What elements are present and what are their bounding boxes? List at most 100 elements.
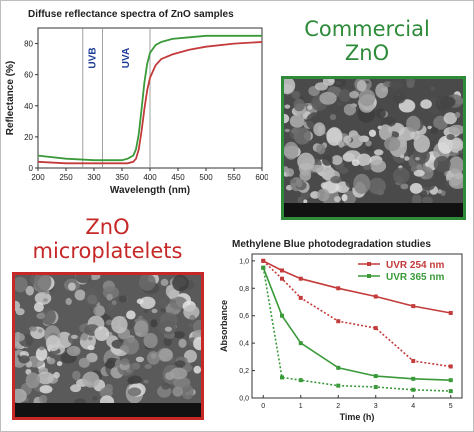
sem-grain	[134, 320, 149, 337]
sem-grain	[381, 117, 396, 127]
degradation-series-1-point	[373, 294, 378, 299]
sem-grain	[358, 89, 376, 107]
sem-grain	[158, 348, 173, 362]
sem-grain	[398, 99, 416, 113]
sem-grain	[25, 285, 34, 296]
sem-grain	[338, 89, 351, 102]
sem-grain	[86, 352, 98, 363]
y-tick-label: 1,0	[239, 258, 249, 265]
degradation-series-2-point	[336, 319, 341, 324]
y-tick-label: 0,4	[239, 341, 249, 348]
sem-grain	[284, 79, 296, 95]
x-axis-label: Wavelength (nm)	[110, 185, 190, 196]
sem-grain	[173, 331, 185, 339]
microplatelets-label: ZnO microplatelets	[10, 215, 205, 263]
sem-grain	[341, 194, 348, 202]
x-axis-label: Time (h)	[340, 412, 375, 422]
sem-grain	[18, 355, 30, 364]
degradation-series-4-point	[448, 389, 453, 394]
micro-sem-info-bar	[15, 403, 201, 417]
y-tick-label: 0	[29, 164, 34, 173]
sem-grain	[343, 103, 356, 116]
x-tick-label: 600	[255, 173, 268, 182]
commercial-label-line1: Commercial	[304, 17, 430, 41]
sem-grain	[143, 309, 149, 314]
sem-grain	[147, 351, 160, 365]
x-tick-label: 3	[374, 403, 378, 410]
sem-grain	[338, 166, 349, 174]
degradation-series-3-point	[448, 378, 453, 383]
sem-grain	[37, 328, 43, 333]
sem-grain	[164, 326, 172, 332]
sem-grain	[415, 157, 420, 161]
sem-grain	[42, 298, 48, 302]
y-axis-label: Absorbance	[219, 300, 229, 352]
sem-grain	[34, 291, 52, 305]
sem-grain	[165, 371, 175, 381]
sem-grain	[71, 334, 78, 339]
commercial-zno-label: Commercial ZnO	[292, 17, 442, 65]
sem-grain	[384, 136, 401, 152]
sem-grain	[313, 122, 326, 137]
x-tick-label: 200	[31, 173, 45, 182]
sem-grain	[404, 156, 410, 161]
sem-grain	[331, 155, 343, 166]
sem-grain	[143, 379, 149, 384]
degradation-series-2-point	[261, 258, 266, 263]
y-tick-label: 40	[24, 102, 33, 111]
sem-grain	[111, 316, 128, 334]
sem-grain	[330, 176, 342, 184]
sem-grain	[284, 128, 290, 133]
sem-grain	[36, 371, 54, 385]
sem-grain	[172, 386, 183, 397]
sem-grain	[160, 278, 169, 286]
sem-grain	[319, 91, 337, 105]
sem-grain	[448, 137, 463, 153]
sem-grain	[343, 135, 352, 144]
sem-grain	[448, 156, 463, 175]
sem-grain	[420, 99, 432, 109]
sem-grain	[120, 358, 130, 366]
sem-grain	[175, 360, 186, 368]
x-tick-label: 400	[143, 173, 157, 182]
commercial-label-line2: ZnO	[344, 40, 390, 65]
sem-grain	[289, 114, 305, 128]
degradation-series-4-point	[373, 385, 378, 390]
sem-grain	[66, 345, 81, 357]
sem-grain	[119, 345, 127, 351]
sem-grain	[322, 79, 335, 86]
degradation-series-1-point	[280, 268, 284, 273]
sem-grain	[106, 293, 113, 301]
sem-grain	[39, 312, 45, 319]
reflectance-series-1-line	[37, 34, 262, 162]
sem-grain	[392, 167, 410, 184]
y-axis-label: Reflectance (%)	[5, 61, 16, 135]
micro-label-line2: microplatelets	[32, 238, 183, 263]
sem-grain	[422, 196, 433, 203]
sem-grain	[138, 275, 156, 291]
sem-grain	[193, 365, 201, 374]
sem-grain	[374, 149, 384, 156]
sem-grain	[290, 178, 297, 184]
x-tick-label: 250	[59, 173, 73, 182]
micro-label-line1: ZnO	[85, 215, 130, 239]
sem-grain	[413, 134, 430, 153]
sem-grain	[365, 140, 372, 147]
sem-grain	[122, 337, 140, 355]
reflectance-chart-title: Diffuse reflectance spectra of ZnO sampl…	[28, 9, 234, 20]
sem-grain	[45, 335, 61, 352]
sem-grain	[392, 92, 406, 104]
sem-grain	[345, 80, 352, 87]
sem-grain	[293, 127, 312, 145]
degradation-series-2-point	[373, 326, 378, 331]
sem-grain	[437, 189, 442, 194]
sem-grain	[419, 166, 434, 180]
sem-grain	[335, 80, 341, 85]
degradation-chart: 0 1 2 3 4 5 0,0 0,2 0,4 0,6 0,8 1,0 Time (h) Absorban…	[219, 253, 463, 422]
sem-grain	[326, 127, 343, 146]
reflectance-series-2-line	[37, 41, 263, 165]
degradation-series-3-point	[336, 365, 341, 370]
y-tick-label: 0,8	[239, 286, 249, 293]
sem-grain	[126, 310, 136, 320]
degradation-series-2-point	[280, 276, 284, 281]
